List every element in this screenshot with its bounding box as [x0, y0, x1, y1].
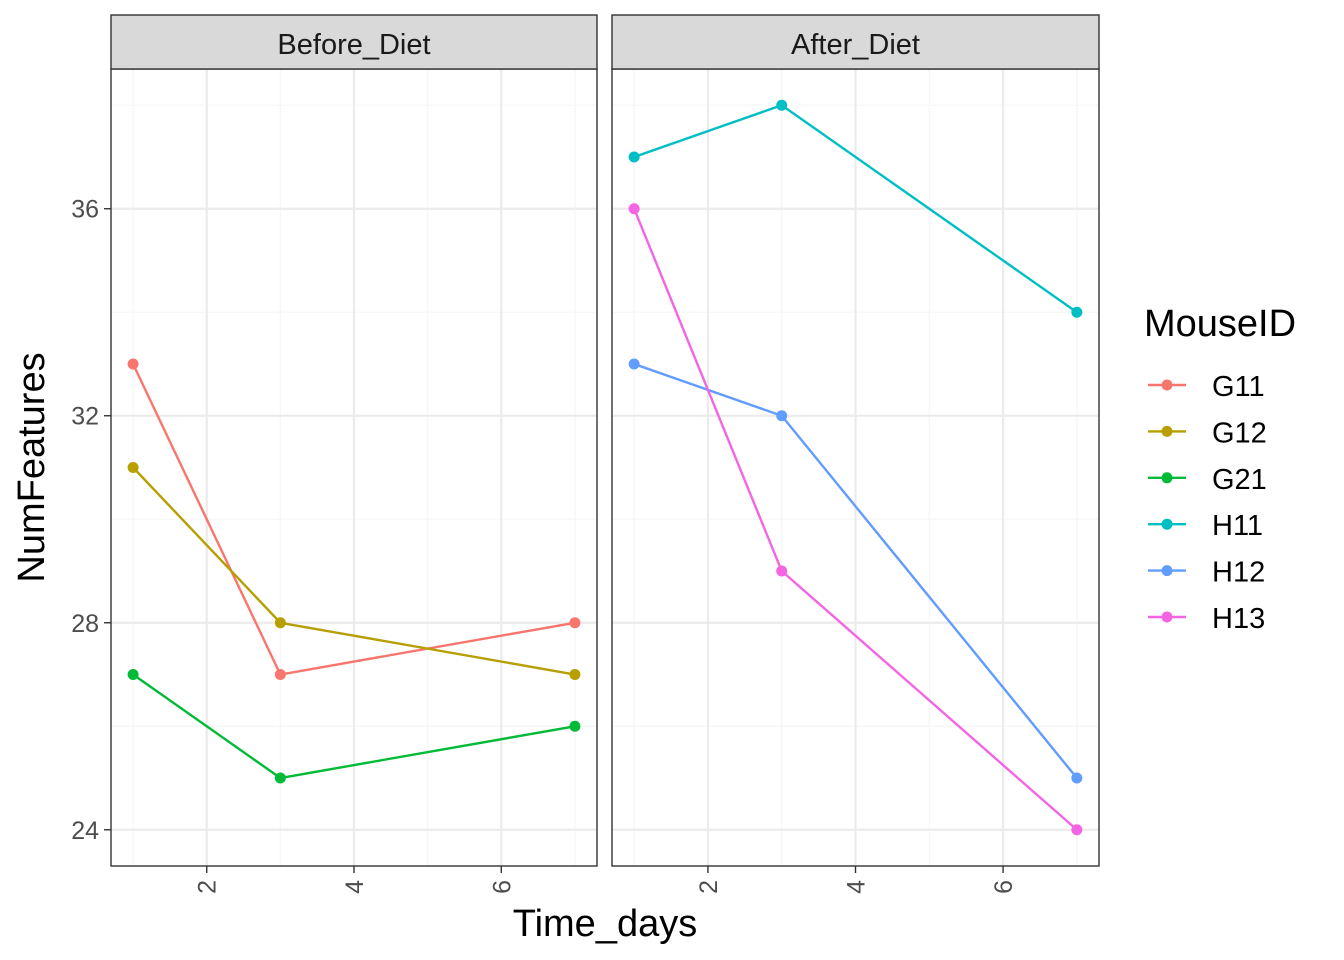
data-point-h13 — [1071, 824, 1083, 836]
data-point-g21 — [274, 772, 286, 784]
data-point-g12 — [127, 462, 139, 473]
facet-strip-label: Before_Diet — [277, 29, 430, 61]
data-point-h13 — [628, 203, 640, 215]
x-axis-title: Time_days — [513, 903, 697, 945]
legend-key-point — [1161, 379, 1173, 391]
data-point-h11 — [776, 99, 788, 111]
legend-key-point — [1161, 565, 1173, 577]
data-point-g12 — [274, 617, 286, 629]
data-point-g21 — [569, 720, 581, 732]
legend-key-point — [1161, 611, 1173, 623]
data-point-h13 — [776, 565, 788, 577]
legend-key-point — [1161, 518, 1173, 530]
data-point-h12 — [1071, 772, 1083, 784]
legend-label-h11: H11 — [1212, 510, 1263, 542]
facet-strip — [611, 14, 1100, 70]
x-tick-label: 6 — [488, 880, 516, 894]
x-tick-label: 6 — [990, 880, 1018, 894]
legend-label-g12: G12 — [1212, 417, 1267, 449]
data-point-g21 — [127, 669, 139, 681]
legend-key-point — [1161, 472, 1173, 484]
y-tick-label: 28 — [71, 610, 99, 638]
legend-key-point — [1161, 425, 1173, 437]
legend-label-h12: H12 — [1212, 557, 1265, 589]
data-point-g11 — [569, 617, 581, 629]
y-tick-label: 24 — [71, 817, 99, 845]
data-point-h12 — [776, 410, 788, 422]
legend-label-g21: G21 — [1212, 464, 1267, 496]
x-tick-label: 2 — [194, 880, 222, 894]
data-point-g11 — [127, 358, 139, 370]
data-point-g11 — [274, 669, 286, 681]
data-point-h12 — [628, 358, 640, 370]
y-tick-label: 36 — [71, 196, 99, 224]
legend-title: MouseID — [1144, 303, 1296, 345]
legend-label-h13: H13 — [1212, 603, 1265, 635]
facet-strip — [110, 14, 598, 70]
y-axis-title: NumFeatures — [11, 352, 53, 582]
x-tick-label: 4 — [341, 880, 369, 894]
facet-strip-label: After_Diet — [791, 29, 920, 61]
legend-label-g11: G11 — [1212, 371, 1265, 403]
x-tick-label: 2 — [695, 880, 723, 894]
data-point-h11 — [628, 151, 640, 163]
data-point-h11 — [1071, 306, 1083, 318]
y-tick-label: 32 — [71, 403, 99, 431]
data-point-g12 — [569, 669, 581, 681]
x-tick-label: 4 — [843, 880, 871, 894]
